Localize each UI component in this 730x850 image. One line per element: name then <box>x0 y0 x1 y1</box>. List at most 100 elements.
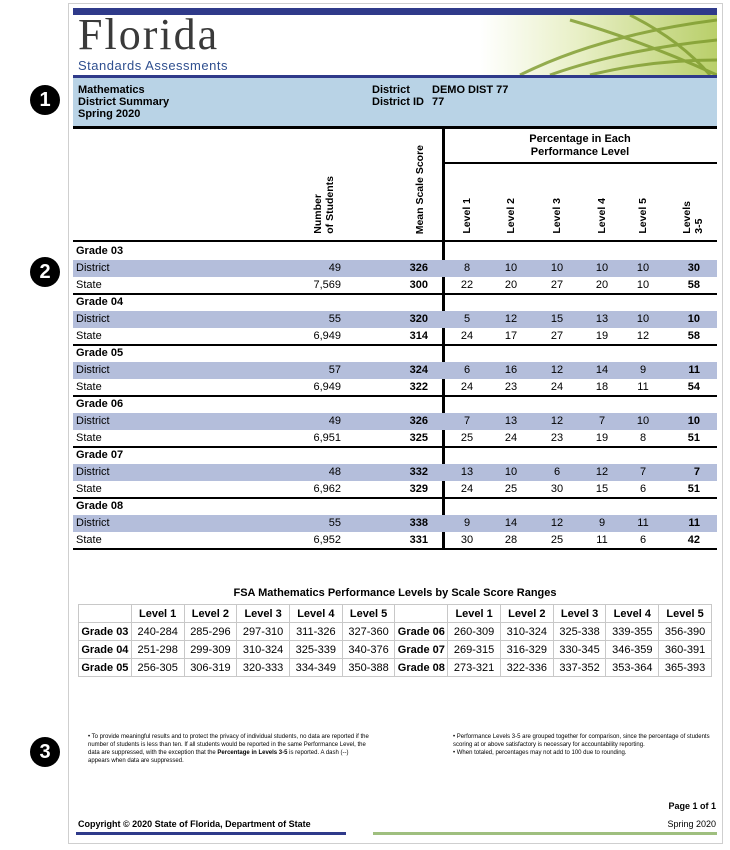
levels-3-5-cell: 42 <box>687 534 700 546</box>
level-header-line: Level 5 <box>637 198 649 234</box>
empty-cell <box>394 604 449 623</box>
levels-3-5-cell: 58 <box>687 330 700 342</box>
level-cell: 12 <box>550 415 564 427</box>
level-cell: 12 <box>550 364 564 376</box>
row-rule <box>73 395 717 397</box>
grade-label: Grade 05 <box>76 347 124 359</box>
students-cell: 6,949 <box>313 381 341 393</box>
palm-decoration <box>480 15 717 75</box>
students-cell: 49 <box>328 415 341 427</box>
header-bottom-rule <box>73 240 717 242</box>
level-cell: 19 <box>595 432 609 444</box>
levels-3-5-cell: 11 <box>688 517 700 529</box>
range-cell: 356-390 <box>658 622 712 641</box>
range-cell: 330-345 <box>552 640 607 659</box>
level-cell: 11 <box>596 534 608 546</box>
level-cell: 7 <box>639 466 647 478</box>
levels-3-5-cell: 54 <box>687 381 700 393</box>
range-cell: 337-352 <box>552 658 607 677</box>
level-header-line: Level 1 <box>461 198 473 234</box>
levels-3-5-cell: 10 <box>687 415 700 427</box>
level-cell: 10 <box>504 466 518 478</box>
info-district-label: District <box>372 84 410 96</box>
percent-rule <box>443 162 717 164</box>
footer-bar-green <box>373 832 717 835</box>
level-cell: 13 <box>595 313 609 325</box>
level-cell: 20 <box>595 279 609 291</box>
students-cell: 6,952 <box>313 534 341 546</box>
range-cell: 269-315 <box>447 640 501 659</box>
range-cell: 360-391 <box>658 640 712 659</box>
level-cell: 5 <box>463 313 471 325</box>
ranges-header-cell: Level 3 <box>552 604 607 623</box>
row-label: District <box>76 466 110 478</box>
mean-cell: 314 <box>409 330 428 342</box>
footer-bar-navy <box>76 832 346 835</box>
level-cell: 19 <box>595 330 609 342</box>
grade-label: Grade 08 <box>76 500 124 512</box>
level-cell: 22 <box>460 279 474 291</box>
levels-3-5-cell: 51 <box>687 432 700 444</box>
range-cell: 311-326 <box>288 622 343 641</box>
level-cell: 10 <box>636 415 650 427</box>
section-marker: 3 <box>30 737 60 767</box>
level-cell: 24 <box>460 330 474 342</box>
level-cell: 10 <box>636 262 650 274</box>
level-cell: 6 <box>463 364 471 376</box>
level-header-line: Level 4 <box>596 198 608 234</box>
level-cell: 24 <box>460 381 474 393</box>
mean-header-line: Mean Scale Score <box>414 144 426 234</box>
students-cell: 55 <box>328 313 341 325</box>
level-cell: 13 <box>460 466 474 478</box>
district-row-bg <box>73 362 717 379</box>
row-rule <box>73 497 717 499</box>
range-cell: 299-309 <box>183 640 238 659</box>
range-cell: 322-336 <box>499 658 554 677</box>
range-cell: 353-364 <box>605 658 660 677</box>
level-cell: 8 <box>463 262 471 274</box>
level-cell: 6 <box>553 466 561 478</box>
info-district-id: 77 <box>432 96 445 108</box>
ranges-header-cell: Level 1 <box>447 604 501 623</box>
range-cell: 240-284 <box>130 622 185 641</box>
percentage-heading: Percentage in Each Performance Level <box>443 133 717 159</box>
level-cell: 13 <box>504 415 518 427</box>
level-cell: 6 <box>639 483 647 495</box>
footer-season: Spring 2020 <box>667 819 716 829</box>
levels-3-5-header-line: 3-5 <box>693 218 705 234</box>
level-header: Level 1 <box>461 198 473 234</box>
range-cell: 256-305 <box>130 658 185 677</box>
mean-cell: 338 <box>409 517 428 529</box>
ranges-header-cell: Level 1 <box>130 604 185 623</box>
ranges-table: Level 1 Level 2 Level 3 Level 4 Level 5 Level… <box>78 604 712 677</box>
row-rule <box>73 548 717 550</box>
level-cell: 30 <box>460 534 474 546</box>
level-cell: 10 <box>550 262 564 274</box>
row-label: State <box>76 381 102 393</box>
range-cell: 297-310 <box>236 622 290 641</box>
info-report: District Summary <box>78 96 170 108</box>
range-cell: 310-324 <box>236 640 290 659</box>
level-cell: 23 <box>550 432 564 444</box>
level-cell: 23 <box>504 381 518 393</box>
level-cell: 12 <box>636 330 650 342</box>
range-cell: 320-333 <box>236 658 290 677</box>
grade-label: Grade 07 <box>76 449 124 461</box>
students-header-line: Number <box>312 194 324 234</box>
level-cell: 11 <box>637 517 649 529</box>
row-label: District <box>76 364 110 376</box>
level-cell: 12 <box>595 466 609 478</box>
grade-label: Grade 03 <box>76 245 124 257</box>
level-cell: 14 <box>504 517 518 529</box>
level-header-line: Level 2 <box>505 198 517 234</box>
ranges-header-cell: Level 4 <box>605 604 660 623</box>
level-header: Level 4 <box>596 198 608 234</box>
level-cell: 7 <box>598 415 606 427</box>
district-row-bg <box>73 413 717 430</box>
range-cell: 310-324 <box>499 622 554 641</box>
note-text: • To provide meaningful results and to p… <box>88 734 369 756</box>
students-cell: 55 <box>328 517 341 529</box>
students-cell: 6,951 <box>313 432 341 444</box>
range-cell: 339-355 <box>605 622 660 641</box>
